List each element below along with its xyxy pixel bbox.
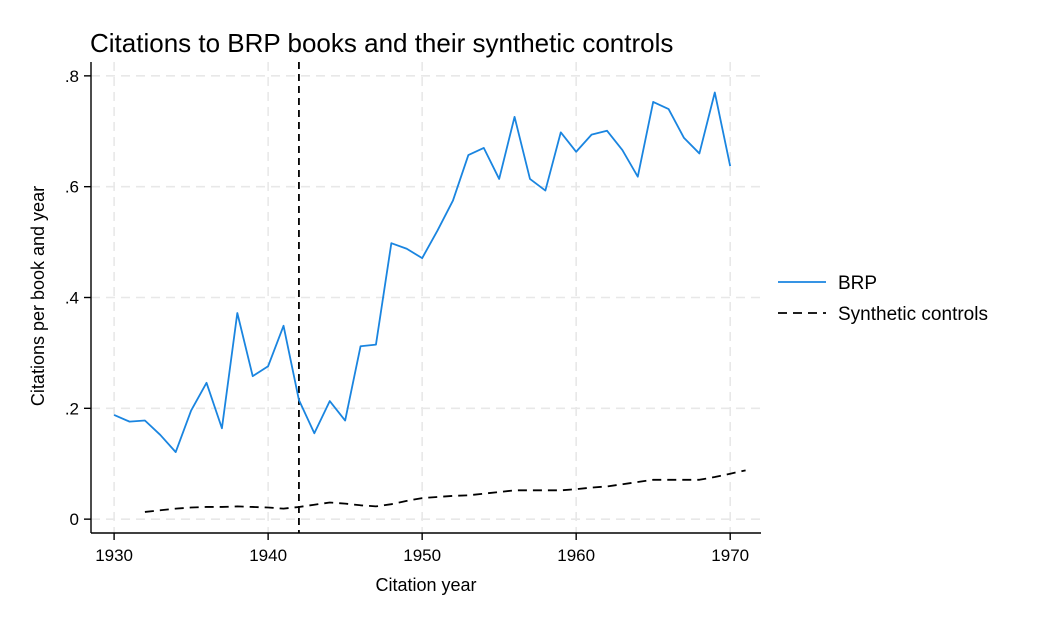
chart-title: Citations to BRP books and their synthet… (90, 28, 673, 58)
y-tick-label: .4 (65, 289, 79, 308)
gridlines (91, 62, 761, 533)
legend-label: Synthetic controls (838, 304, 988, 325)
x-tick-label: 1930 (95, 546, 133, 565)
legend: BRP Synthetic controls (778, 273, 988, 325)
axes: 0 .2 .4 .6 .8 1930 1940 1950 1960 1970 (65, 62, 761, 565)
x-tick-label: 1940 (249, 546, 287, 565)
y-tick-label: 0 (70, 510, 79, 529)
x-axis-title: Citation year (375, 575, 476, 595)
y-tick-label: .6 (65, 178, 79, 197)
x-tick-label: 1950 (403, 546, 441, 565)
y-tick-label: .2 (65, 399, 79, 418)
legend-label: BRP (838, 273, 877, 294)
series-line-synthetic-controls (144, 469, 746, 513)
x-tick-label: 1970 (711, 546, 749, 565)
series-group (113, 91, 746, 513)
x-tick-label: 1960 (557, 546, 595, 565)
y-tick-label: .8 (65, 67, 79, 86)
series-line-brp (113, 91, 732, 454)
y-axis-title: Citations per book and year (28, 186, 48, 406)
